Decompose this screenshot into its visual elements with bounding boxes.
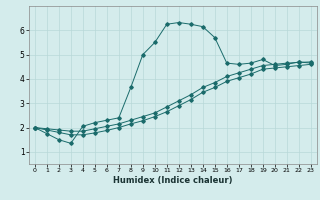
- X-axis label: Humidex (Indice chaleur): Humidex (Indice chaleur): [113, 176, 233, 185]
